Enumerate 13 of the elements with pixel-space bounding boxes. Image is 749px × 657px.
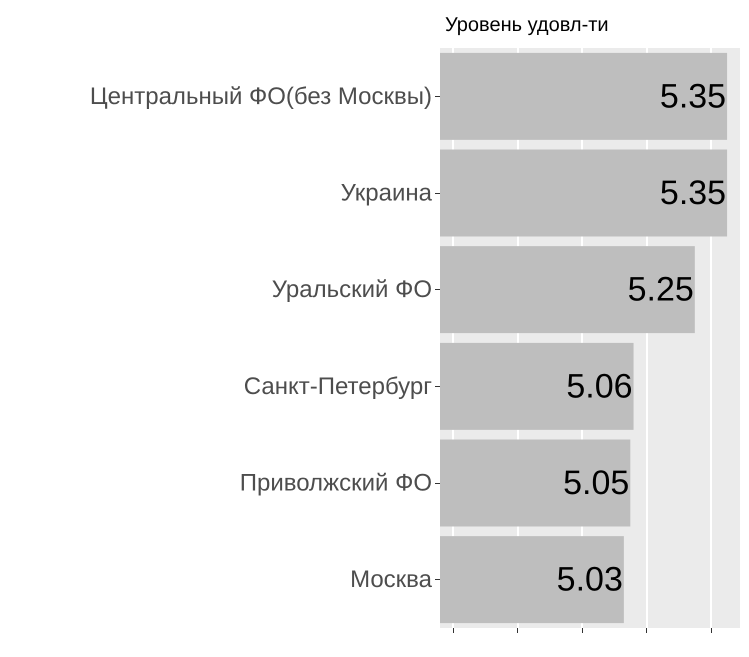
data-label: 5.06 xyxy=(566,367,633,406)
data-label: 5.35 xyxy=(660,77,726,116)
data-label: 5.05 xyxy=(563,464,630,502)
y-tick-label: Центральный ФО(без Москвы) xyxy=(90,82,432,110)
data-label: 5.25 xyxy=(628,270,694,309)
data-label: 5.03 xyxy=(556,560,623,599)
data-label: 5.35 xyxy=(660,174,726,212)
y-tick-label: Украина xyxy=(340,180,433,206)
y-tick-label: Санкт-Петербург xyxy=(244,372,432,400)
y-tick-label: Уральский ФО xyxy=(272,276,432,304)
y-tick-label: Москва xyxy=(350,566,433,594)
chart-title: Уровень удовл-ти xyxy=(445,14,609,36)
y-tick-label: Приволжский ФО xyxy=(240,470,432,496)
